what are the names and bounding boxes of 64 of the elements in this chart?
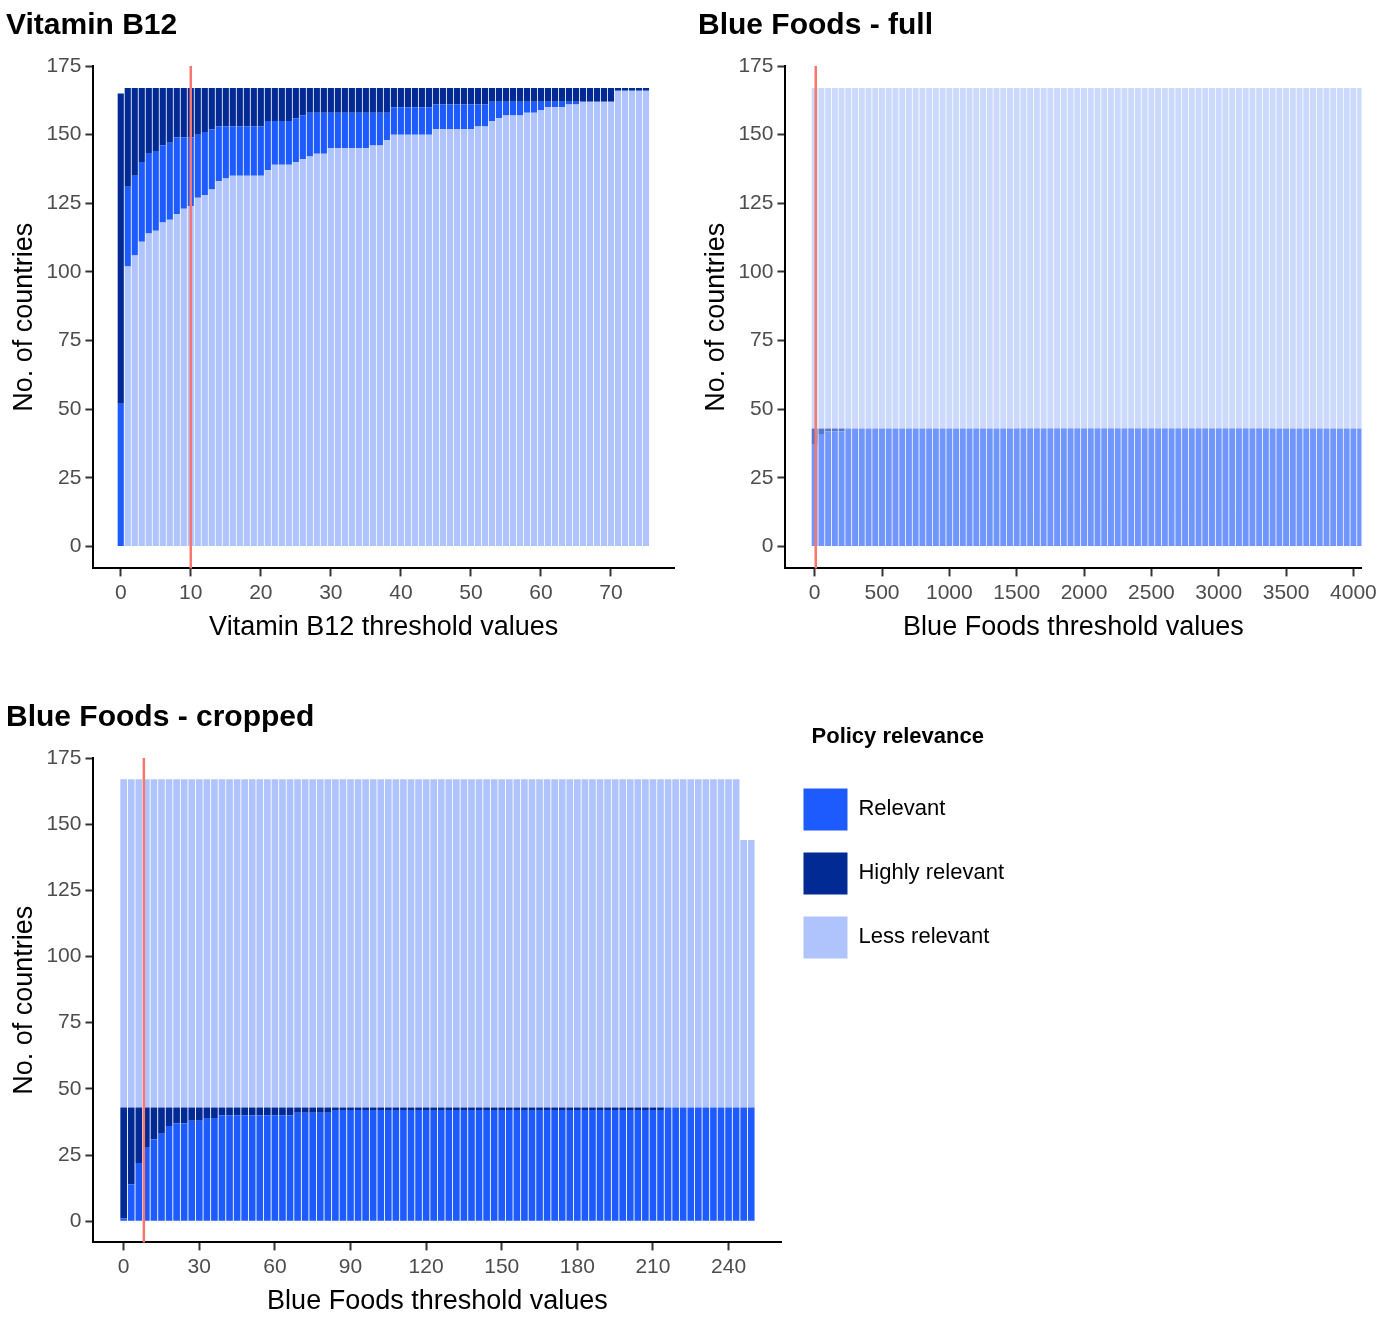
legend-label: Less relevant [858, 923, 990, 949]
x-tick-label: 40 [389, 579, 413, 603]
y-tick-label: 0 [69, 533, 82, 557]
x-tick-label: 90 [338, 1253, 363, 1277]
x-tick-label: 10 [179, 579, 203, 603]
y-tick-label: 0 [761, 533, 774, 557]
x-tick-label: 20 [249, 579, 273, 603]
y-tick-label: 50 [58, 395, 82, 419]
y-axis-title: No. of countries [7, 222, 38, 412]
y-tick-label: 25 [750, 464, 774, 488]
x-tick-label: 0 [117, 1253, 130, 1277]
x-tick-label: 4000 [1330, 579, 1377, 603]
x-tick-label: 240 [711, 1253, 747, 1277]
y-tick-label: 175 [46, 744, 82, 768]
x-tick-label: 1500 [993, 579, 1041, 603]
y-tick-label: 25 [58, 1141, 82, 1165]
x-tick-label: 3000 [1195, 579, 1243, 603]
y-tick-label: 125 [46, 877, 82, 901]
x-tick-label: 180 [559, 1253, 595, 1277]
y-tick-label: 75 [750, 327, 774, 351]
y-tick-label: 175 [738, 52, 774, 76]
x-axis-title: Blue Foods threshold values [903, 611, 1244, 642]
y-tick-label: 75 [58, 327, 82, 351]
y-tick-label: 100 [46, 943, 82, 967]
y-axis-title: No. of countries [7, 905, 38, 1095]
y-tick-label: 100 [738, 258, 774, 282]
y-tick-label: 125 [738, 190, 774, 214]
chart-title: Blue Foods - full [698, 7, 933, 41]
x-tick-label: 30 [319, 579, 343, 603]
x-tick-label: 30 [187, 1253, 211, 1277]
legend-label: Highly relevant [858, 859, 1004, 885]
x-tick-label: 2000 [1060, 579, 1108, 603]
x-tick-label: 50 [459, 579, 483, 603]
y-tick-label: 25 [58, 464, 82, 488]
x-tick-label: 210 [635, 1253, 671, 1277]
x-tick-label: 60 [263, 1253, 287, 1277]
legend-label: Relevant [858, 795, 946, 821]
x-tick-label: 60 [529, 579, 553, 603]
x-axis-title: Blue Foods threshold values [267, 1285, 608, 1316]
x-tick-label: 3500 [1262, 579, 1310, 603]
bar [117, 403, 124, 546]
y-tick-label: 50 [58, 1075, 82, 1099]
x-tick-label: 500 [864, 579, 900, 603]
y-tick-label: 100 [46, 258, 82, 282]
chart-title: Blue Foods - cropped [6, 699, 315, 733]
y-axis-title: No. of countries [699, 222, 730, 412]
x-tick-label: 70 [599, 579, 623, 603]
y-tick-label: 75 [58, 1009, 82, 1033]
y-tick-label: 175 [46, 52, 82, 76]
y-tick-label: 150 [738, 121, 774, 145]
y-tick-label: 50 [750, 395, 774, 419]
x-tick-label: 2500 [1128, 579, 1175, 603]
x-tick-label: 150 [484, 1253, 520, 1277]
chart-title: Vitamin B12 [6, 7, 178, 41]
y-tick-label: 125 [46, 190, 82, 214]
x-tick-label: 1000 [925, 579, 973, 603]
x-tick-label: 120 [408, 1253, 444, 1277]
legend-title: Policy relevance [811, 723, 984, 749]
y-tick-label: 150 [46, 121, 82, 145]
x-axis-title: Vitamin B12 threshold values [209, 611, 559, 642]
y-tick-label: 0 [69, 1208, 82, 1232]
x-tick-label: 0 [114, 579, 127, 603]
y-tick-label: 150 [46, 810, 82, 834]
x-tick-label: 0 [808, 579, 821, 603]
